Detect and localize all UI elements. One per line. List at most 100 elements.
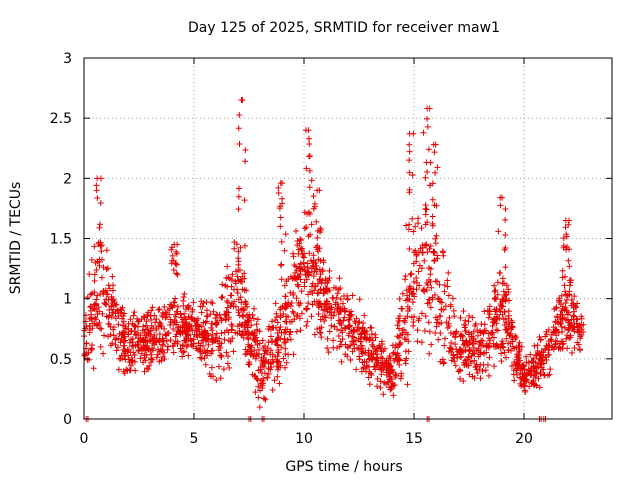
data-point [279, 180, 285, 187]
data-point [406, 148, 413, 155]
data-point [267, 360, 274, 367]
data-point [334, 290, 341, 297]
data-point [344, 344, 351, 351]
data-point [235, 307, 242, 314]
data-point [118, 336, 125, 343]
data-point [501, 246, 508, 253]
data-point [263, 357, 270, 364]
data-point [190, 299, 197, 306]
data-point [335, 332, 342, 339]
data-point [149, 345, 156, 352]
data-point [285, 351, 292, 358]
data-point [448, 339, 455, 346]
data-point [173, 331, 180, 338]
data-point [506, 297, 513, 304]
data-point [508, 363, 515, 370]
data-point [98, 274, 105, 281]
data-point [386, 373, 393, 380]
data-point [475, 345, 482, 352]
data-point [337, 285, 344, 292]
data-point [497, 269, 504, 276]
data-point [244, 324, 251, 331]
y-axis-label: SRMTID / TECUs [8, 182, 24, 295]
data-point [213, 330, 220, 337]
data-point [117, 355, 124, 362]
data-point [398, 373, 405, 380]
data-point [347, 313, 354, 320]
data-point [338, 321, 345, 328]
data-point [104, 265, 111, 272]
data-point [497, 202, 504, 209]
data-point [406, 305, 413, 312]
data-point [445, 348, 452, 355]
data-point [281, 364, 288, 371]
data-point [110, 287, 117, 294]
data-point [446, 323, 453, 330]
data-point [142, 345, 149, 352]
data-point [561, 282, 568, 289]
data-point [345, 332, 352, 339]
data-point [531, 342, 538, 349]
data-point [468, 330, 475, 337]
data-point [433, 232, 440, 239]
data-point [379, 355, 386, 362]
data-point [255, 394, 262, 401]
data-point [337, 305, 344, 312]
data-point [411, 293, 418, 300]
data-point [418, 310, 425, 317]
data-point [354, 344, 361, 351]
data-point [196, 326, 203, 333]
data-point [269, 338, 276, 345]
data-point [282, 351, 289, 358]
data-point [99, 310, 106, 317]
data-point [338, 341, 345, 348]
data-point [421, 286, 428, 293]
data-point [273, 336, 280, 343]
data-point [251, 347, 258, 354]
data-point [305, 272, 312, 279]
data-point [340, 300, 347, 307]
data-point [569, 349, 576, 356]
data-point [560, 235, 567, 242]
data-point [157, 347, 164, 354]
data-point [171, 302, 178, 309]
data-point [297, 261, 304, 268]
data-point [87, 291, 94, 298]
data-point [405, 226, 412, 233]
data-point [320, 257, 327, 264]
data-point [172, 260, 179, 267]
data-point [250, 315, 257, 322]
data-point [277, 312, 284, 319]
data-point [244, 311, 251, 318]
data-point [311, 331, 318, 338]
data-point [159, 312, 166, 319]
data-point [408, 290, 415, 297]
data-point [108, 303, 115, 310]
data-point [491, 282, 498, 289]
data-point [349, 333, 356, 340]
data-point [346, 323, 353, 330]
data-point [460, 377, 467, 384]
data-point [244, 331, 251, 338]
data-point [547, 366, 554, 373]
data-point [529, 379, 536, 386]
data-point [505, 286, 512, 293]
data-point [356, 353, 363, 360]
data-point [502, 292, 509, 299]
data-point [479, 368, 486, 375]
data-point [424, 281, 431, 288]
data-point [562, 273, 569, 280]
data-point [466, 347, 473, 354]
data-point [505, 323, 512, 330]
data-point [426, 328, 433, 335]
data-point [394, 357, 401, 364]
data-point [425, 276, 432, 283]
data-point [404, 296, 411, 303]
data-point [303, 305, 310, 312]
data-point [471, 322, 478, 329]
data-point [421, 327, 428, 334]
data-point [178, 348, 185, 355]
data-point [253, 321, 260, 328]
data-point [96, 319, 103, 326]
data-point [414, 338, 421, 345]
